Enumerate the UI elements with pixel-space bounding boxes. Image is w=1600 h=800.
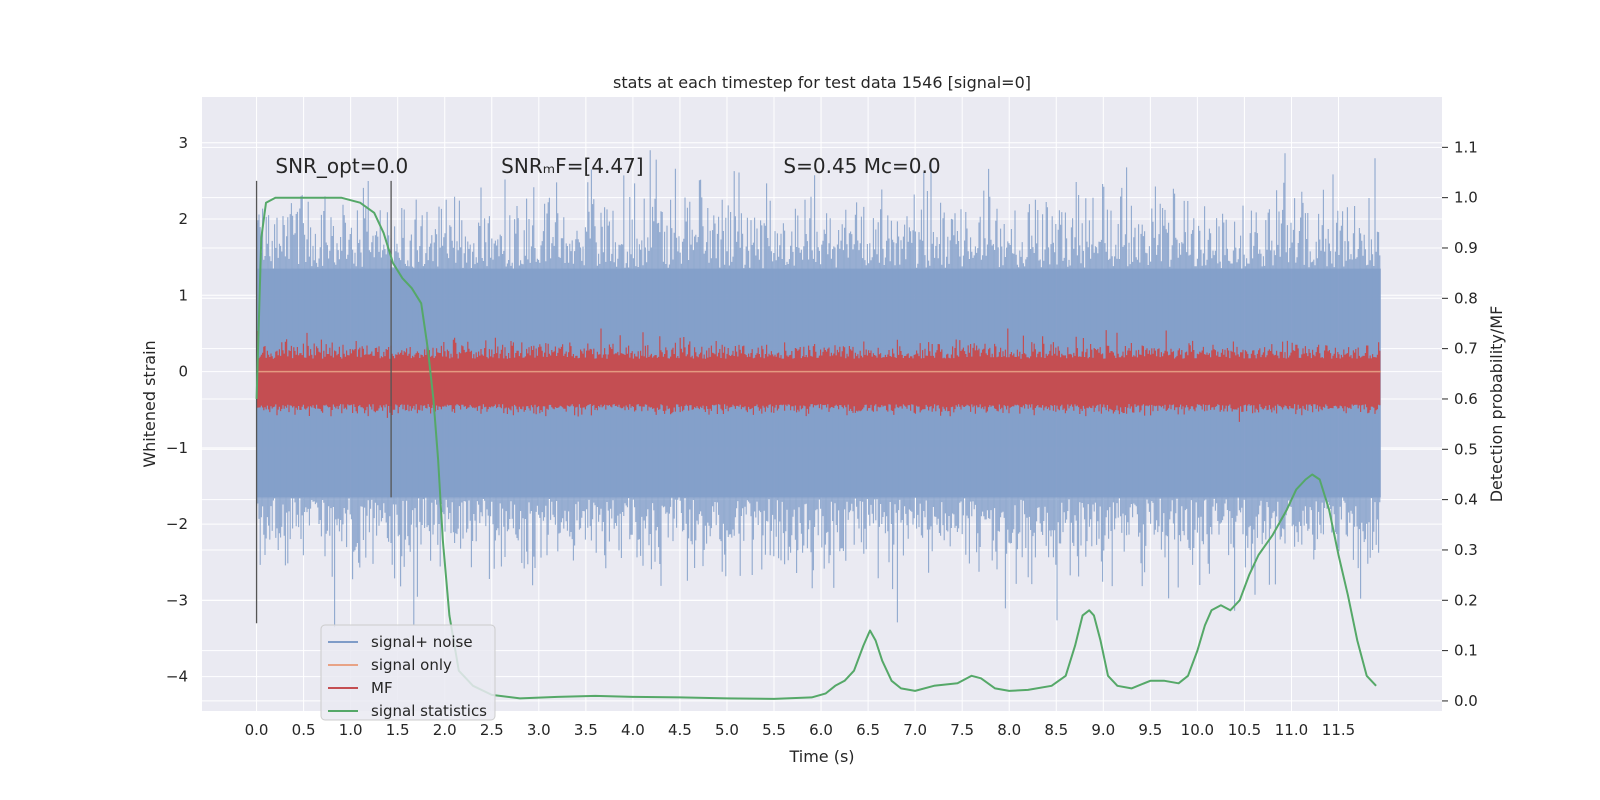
y2-tick-label: 0.2: [1454, 591, 1478, 609]
x-tick-label: 11.5: [1322, 721, 1355, 739]
y2-tick-label: 0.7: [1454, 340, 1478, 358]
y2-tick-label: 0.8: [1454, 289, 1478, 307]
y-tick-label: 1: [178, 286, 188, 304]
x-tick-label: 8.5: [1044, 721, 1068, 739]
annotation-text: SNRₘF=[4.47]: [501, 154, 643, 178]
x-tick-label: 0.5: [292, 721, 316, 739]
y-tick-label: −2: [166, 515, 188, 533]
x-tick-label: 10.0: [1181, 721, 1214, 739]
x-tick-label: 2.0: [433, 721, 457, 739]
legend-label: MF: [371, 679, 393, 697]
y-tick-label: −3: [166, 591, 188, 609]
x-tick-label: 7.0: [903, 721, 927, 739]
y2-tick-label: 1.0: [1454, 189, 1478, 207]
x-tick-label: 5.5: [762, 721, 786, 739]
legend-label: signal statistics: [371, 702, 487, 720]
x-tick-label: 5.0: [715, 721, 739, 739]
y2-tick-label: 1.1: [1454, 138, 1478, 156]
x-tick-label: 6.0: [809, 721, 833, 739]
x-tick-label: 3.0: [527, 721, 551, 739]
annotation-text: SNR_opt=0.0: [275, 154, 408, 178]
signal-statistics-line: [255, 196, 1377, 700]
x-tick-label: 11.0: [1275, 721, 1308, 739]
x-tick-label: 4.5: [668, 721, 692, 739]
x-tick-label: 10.5: [1228, 721, 1261, 739]
x-axis-label: Time (s): [788, 747, 854, 766]
x-tick-label: 1.5: [386, 721, 410, 739]
x-tick-label: 8.0: [997, 721, 1021, 739]
x-tick-label: 3.5: [574, 721, 598, 739]
x-tick-label: 4.0: [621, 721, 645, 739]
legend-label: signal only: [371, 656, 452, 674]
y2-tick-label: 0.6: [1454, 390, 1478, 408]
x-tick-label: 9.0: [1091, 721, 1115, 739]
y2-tick-label: 0.3: [1454, 541, 1478, 559]
x-tick-label: 1.0: [339, 721, 363, 739]
x-tick-label: 7.5: [950, 721, 974, 739]
y-axis-label: Whitened strain: [140, 340, 159, 467]
x-tick-label: 6.5: [856, 721, 880, 739]
chart-title: stats at each timestep for test data 154…: [613, 73, 1031, 92]
x-tick-label: 2.5: [480, 721, 504, 739]
annotations: SNR_opt=0.0 SNRₘF=[4.47] S=0.45 Mᴄ=0.0: [275, 154, 940, 178]
legend: signal+ noise signal only MF signal statist…: [320, 624, 496, 721]
y2-tick-label: 0.4: [1454, 491, 1478, 509]
x-tick-label: 0.0: [245, 721, 269, 739]
y-tick-label: −4: [166, 668, 188, 686]
y2-tick-label: 0.5: [1454, 440, 1478, 458]
legend-box: [320, 624, 496, 721]
legend-items: signal+ noise signal only MF signal statist…: [328, 633, 487, 720]
legend-label: signal+ noise: [371, 633, 473, 651]
vertical-lines: [255, 180, 392, 624]
y2-tick-label: 0.0: [1454, 692, 1478, 710]
y-tick-label: 3: [178, 134, 188, 152]
y2-tick-label: 0.9: [1454, 239, 1478, 257]
signal-statistics-series: [255, 196, 1377, 700]
y2-tick-label: 0.1: [1454, 642, 1478, 660]
x-tick-label: 9.5: [1138, 721, 1162, 739]
annotation-text: S=0.45 Mᴄ=0.0: [783, 154, 940, 178]
y2-axis-label: Detection probability/MF: [1487, 306, 1506, 503]
y-tick-label: 0: [178, 363, 188, 381]
y-tick-label: 2: [178, 210, 188, 228]
tick-labels: 0.0 0.5 1.0 1.5 2.0 2.5 3.0 3.5 4.0 4.5 5.0 5.5 6.0 6…: [166, 134, 1478, 739]
y-tick-label: −1: [166, 439, 188, 457]
